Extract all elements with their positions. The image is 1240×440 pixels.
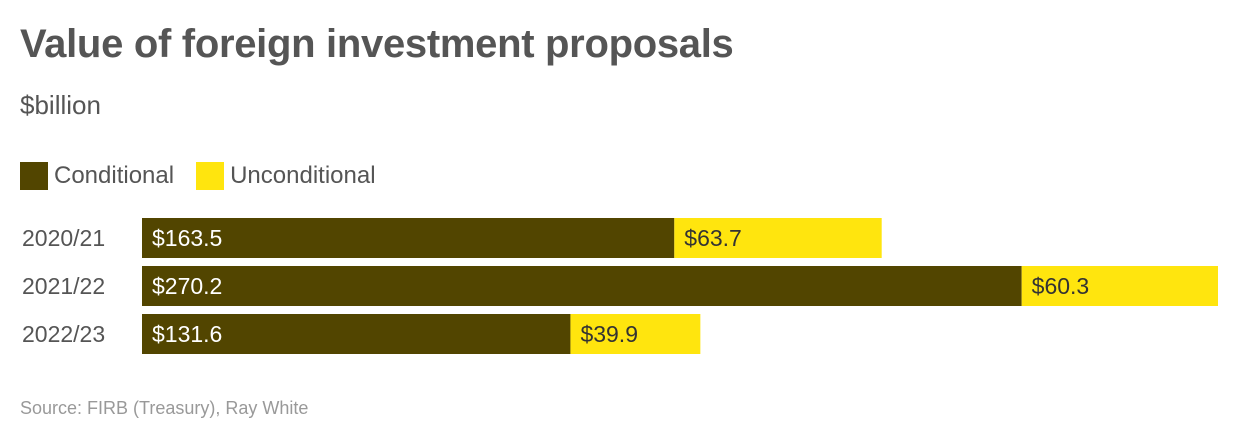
data-label-unconditional-2022-23: $39.9 [580, 321, 638, 347]
legend-item-unconditional: Unconditional [196, 162, 376, 190]
legend-swatch-conditional [20, 162, 48, 190]
bar-conditional-2022-23 [142, 314, 571, 354]
data-label-unconditional-2021-22: $60.3 [1032, 273, 1090, 299]
data-label-conditional-2021-22: $270.2 [152, 273, 222, 299]
bar-unconditional-2020-21 [674, 218, 882, 258]
bar-unconditional-2021-22 [1021, 266, 1218, 306]
bar-conditional-2021-22 [142, 266, 1022, 306]
chart-title: Value of foreign investment proposals [20, 22, 734, 66]
source-note: Source: FIRB (Treasury), Ray White [20, 398, 309, 418]
legend-label-unconditional: Unconditional [230, 162, 376, 189]
bar-unconditional-2022-23 [570, 314, 701, 354]
chart-legend: Conditional Unconditional [20, 162, 398, 190]
bar-conditional-2020-21 [142, 218, 675, 258]
data-label-unconditional-2020-21: $63.7 [684, 225, 742, 251]
category-label-2022-23: 2022/23 [22, 321, 105, 347]
chart-subtitle: $billion [20, 90, 101, 120]
data-label-conditional-2022-23: $131.6 [152, 321, 222, 347]
legend-label-conditional: Conditional [54, 162, 175, 189]
category-label-2020-21: 2020/21 [22, 225, 105, 251]
data-label-conditional-2020-21: $163.5 [152, 225, 222, 251]
legend-item-conditional: Conditional [20, 162, 174, 190]
bar-chart: 2020/21 $163.5 $63.7 2021/22 $270.2 $60.3 2022… [22, 218, 1218, 354]
category-label-2021-22: 2021/22 [22, 273, 105, 299]
legend-swatch-unconditional [196, 162, 225, 190]
